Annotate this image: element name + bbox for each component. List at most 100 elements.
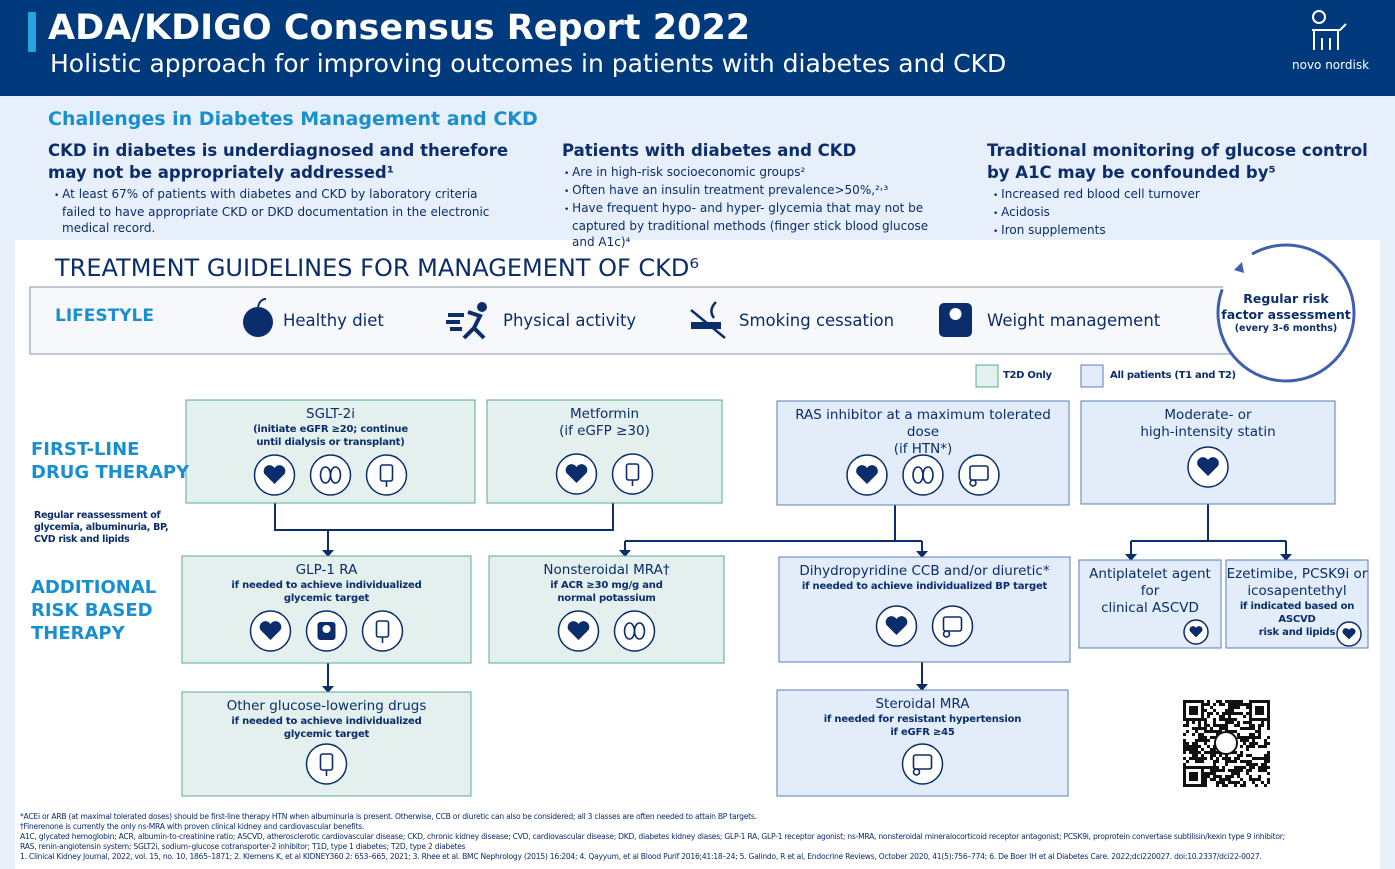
- qr-cell: [1234, 772, 1237, 775]
- qr-cell: [1201, 736, 1204, 739]
- qr-cell: [1234, 751, 1237, 754]
- drug-note: if needed for resistant hypertension: [823, 714, 1022, 725]
- drug-icon: [249, 610, 292, 652]
- reassessment-note: Regular reassessment of glycemia, albumin…: [34, 510, 169, 546]
- qr-cell: [1267, 727, 1270, 730]
- qr-cell: [1231, 718, 1234, 721]
- qr-cell: [1249, 733, 1252, 736]
- qr-cell: [1216, 775, 1219, 778]
- qr-cell: [1225, 727, 1228, 730]
- icon-ring: [361, 610, 404, 652]
- challenge-title: may not be appropriately addressed¹: [48, 163, 394, 182]
- bullet-list: At least 67% of patients with diabetes a…: [48, 186, 512, 236]
- bullet: Often have an insulin treatment prevalen…: [562, 182, 952, 200]
- qr-cell: [1210, 748, 1213, 751]
- drug-box: [488, 555, 725, 664]
- qr-cell: [1252, 745, 1255, 748]
- qr-cell: [1225, 700, 1228, 703]
- icon-part: [446, 310, 486, 340]
- qr-cell: [1222, 778, 1225, 781]
- qr-cell: [1255, 730, 1258, 733]
- qr-cell: [1237, 757, 1240, 760]
- qr-cell: [1252, 736, 1255, 739]
- qr-cell: [1225, 712, 1228, 715]
- qr-cell: [1201, 757, 1204, 760]
- drug-icon: [931, 605, 974, 647]
- qr-cell: [1243, 715, 1246, 718]
- qr-cell: [1189, 751, 1192, 754]
- qr-cell: [1252, 778, 1255, 781]
- footnote: †Finerenone is currently the only ns-MRA…: [20, 822, 365, 831]
- qr-cell: [1225, 754, 1228, 757]
- qr-cell: [1261, 721, 1264, 724]
- qr-cell: [1213, 730, 1216, 733]
- qr-cell: [1192, 757, 1195, 760]
- qr-cell: [1189, 748, 1192, 751]
- qr-cell: [1198, 751, 1201, 754]
- drug-box-text: Dihydropyridine CCB and/or diuretic* if n…: [779, 563, 1070, 593]
- qr-cell: [1246, 763, 1249, 766]
- legend-swatch: [1080, 364, 1104, 388]
- qr-cell: [1243, 760, 1246, 763]
- qr-cell: [1204, 766, 1207, 769]
- qr-cell: [1213, 766, 1216, 769]
- qr-cell: [1246, 769, 1249, 772]
- qr-cell: [1207, 739, 1210, 742]
- qr-cell: [1186, 721, 1189, 724]
- qr-cell: [1258, 733, 1261, 736]
- qr-cell: [1237, 772, 1240, 775]
- drug-note: risk and lipids: [1258, 627, 1336, 638]
- drug-title: RAS inhibitor at a maximum tolerated dos…: [795, 407, 1051, 440]
- qr-cell: [1243, 781, 1246, 784]
- lifestyle-label: LIFESTYLE: [55, 306, 154, 326]
- qr-cell: [1219, 703, 1222, 706]
- qr-cell: [1237, 703, 1240, 706]
- icon-part: [691, 322, 721, 329]
- drug-note: if needed to achieve individualized: [231, 716, 422, 727]
- risk-note: (every 3-6 months): [1234, 323, 1338, 334]
- footnote: 1. Clinical Kidney Journal, 2022, vol. 1…: [20, 852, 1262, 861]
- qr-cell: [1234, 700, 1237, 703]
- qr-cell: [1240, 727, 1243, 730]
- qr-cell: [1246, 712, 1249, 715]
- icon-part: [243, 307, 273, 337]
- row-label: ADDITIONAL RISK BASED THERAPY: [31, 576, 156, 645]
- qr-cell: [1222, 757, 1225, 760]
- qr-cell: [1267, 781, 1270, 784]
- qr-cell: [1204, 784, 1207, 787]
- qr-cell: [1186, 724, 1189, 727]
- qr-cell: [1222, 727, 1225, 730]
- drug-note: glycemic target: [283, 729, 370, 740]
- qr-cell: [1192, 748, 1195, 751]
- qr-cell: [1258, 766, 1261, 769]
- qr-cell: [1204, 781, 1207, 784]
- qr-cell: [1246, 703, 1249, 706]
- qr-cell: [1219, 727, 1222, 730]
- qr-cell: [1201, 748, 1204, 751]
- qr-cell: [1213, 709, 1216, 712]
- qr-cell: [1231, 772, 1234, 775]
- qr-cell: [1243, 766, 1246, 769]
- qr-cell: [1255, 736, 1258, 739]
- qr-cell: [1210, 766, 1213, 769]
- qr-cell: [1240, 700, 1243, 703]
- qr-cell: [1213, 763, 1216, 766]
- qr-cell: [1267, 751, 1270, 754]
- qr-cell: [1243, 727, 1246, 730]
- qr-cell: [1183, 763, 1186, 766]
- drug-box-text: Antiplatelet agent for clinical ASCVD: [1079, 566, 1221, 617]
- qr-cell: [1258, 775, 1261, 778]
- reassessment-line: glycemia, albuminuria, BP,: [34, 522, 169, 533]
- qr-cell: [1261, 781, 1264, 784]
- drug-box: [486, 399, 723, 504]
- icon-heart: [1189, 626, 1203, 638]
- qr-cell: [1225, 778, 1228, 781]
- qr-cell: [1216, 700, 1219, 703]
- qr-cell: [1252, 742, 1255, 745]
- qr-cell: [1216, 712, 1219, 715]
- qr-cell: [1213, 760, 1216, 763]
- qr-cell: [1240, 739, 1243, 742]
- qr-cell: [1231, 706, 1234, 709]
